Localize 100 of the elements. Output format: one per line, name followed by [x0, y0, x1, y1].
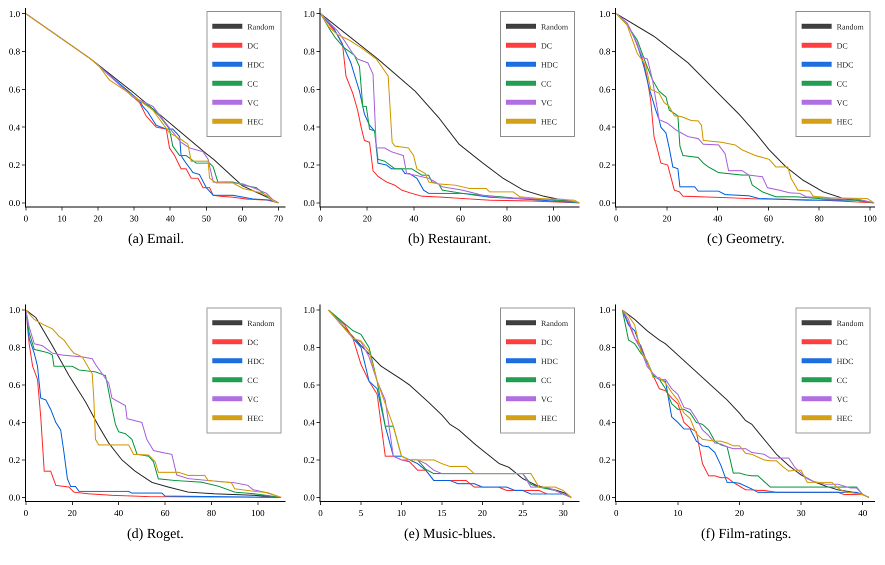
x-tick-label: 0	[24, 508, 29, 518]
legend-label: VC	[247, 98, 258, 108]
legend-label: CC	[247, 79, 258, 88]
legend-label: HEC	[540, 414, 557, 423]
x-tick-label: 60	[238, 213, 248, 224]
legend-label: HEC	[836, 414, 853, 423]
y-tick-label: 0.2	[8, 455, 20, 466]
x-tick-label: 15	[437, 508, 447, 518]
y-tick-label: 0.2	[304, 455, 315, 466]
line-series	[328, 310, 572, 498]
y-tick-label: 0.4	[8, 418, 21, 428]
legend-label: VC	[540, 98, 552, 108]
y-tick-label: 0.8	[8, 342, 21, 353]
y-tick-label: 0.6	[599, 84, 611, 94]
legend-label: DC	[836, 41, 848, 50]
x-tick-label: 40	[166, 213, 176, 224]
y-tick-label: 0.0	[599, 492, 611, 503]
y-tick-label: 0.8	[304, 46, 316, 57]
y-tick-label: 0.2	[304, 160, 315, 170]
x-tick-label: 100	[251, 508, 266, 518]
text: (e) Music-blues.	[404, 527, 496, 542]
y-tick-label: 0.8	[599, 46, 611, 57]
y-tick-label: 0.2	[599, 160, 610, 170]
legend-label: CC	[836, 79, 848, 88]
x-tick-label: 40	[713, 213, 723, 224]
y-tick-label: 1.0	[304, 305, 316, 316]
x-tick-label: 20	[362, 213, 372, 224]
legend-label: DC	[247, 338, 258, 347]
x-tick-label: 40	[409, 213, 419, 224]
line-series	[320, 13, 580, 204]
legend-label: HEC	[540, 117, 557, 126]
y-tick-label: 0.6	[8, 84, 21, 94]
y-tick-label: 1.0	[304, 8, 316, 19]
legend-label: VC	[836, 98, 848, 108]
legend-label: Random	[247, 22, 276, 32]
legend-label: Random	[247, 318, 276, 328]
legend-label: HEC	[247, 117, 264, 126]
legend-label: Random	[540, 22, 569, 32]
x-tick-label: 60	[764, 213, 774, 224]
x-tick-label: 80	[206, 508, 216, 518]
line-series	[616, 13, 875, 204]
x-tick-label: 30	[558, 508, 568, 518]
x-tick-label: 0	[614, 213, 619, 224]
x-tick-label: 50	[202, 213, 212, 224]
legend-label: Random	[540, 318, 569, 328]
text: (c) Geometry.	[707, 232, 785, 247]
x-tick-label: 80	[502, 213, 512, 224]
y-tick-label: 1.0	[8, 305, 21, 316]
y-tick-label: 0.4	[304, 418, 316, 428]
y-tick-label: 0.4	[304, 122, 316, 132]
x-tick-label: 70	[274, 213, 284, 224]
text: (f) Film-ratings.	[701, 527, 792, 542]
y-tick-label: 0.0	[304, 198, 316, 208]
x-tick-label: 20	[68, 508, 78, 518]
y-tick-label: 0.8	[599, 342, 611, 353]
legend-label: DC	[247, 41, 258, 50]
x-tick-label: 5	[358, 508, 364, 518]
x-tick-label: 0	[24, 213, 29, 224]
y-tick-label: 0.2	[8, 160, 20, 170]
y-tick-label: 0.6	[304, 380, 316, 390]
legend-label: HDC	[247, 60, 264, 70]
legend-label: DC	[540, 338, 552, 347]
x-tick-label: 60	[160, 508, 170, 518]
legend-label: VC	[540, 394, 552, 404]
y-tick-label: 1.0	[8, 8, 21, 19]
line-series	[622, 310, 870, 498]
legend-label: HDC	[540, 60, 558, 70]
legend-label: Random	[836, 318, 865, 328]
legend-label: HEC	[247, 414, 264, 423]
y-tick-label: 0.0	[8, 198, 21, 208]
legend-label: HDC	[247, 356, 264, 366]
legend-label: VC	[247, 394, 258, 404]
x-tick-label: 60	[456, 213, 466, 224]
legend-label: HDC	[540, 356, 558, 366]
legend-label: DC	[836, 338, 848, 347]
y-tick-label: 0.6	[8, 380, 21, 390]
line-series	[26, 310, 282, 498]
y-tick-label: 0.8	[304, 342, 316, 353]
y-tick-label: 0.4	[8, 122, 21, 132]
y-tick-label: 0.6	[304, 84, 316, 94]
text: (d) Roget.	[127, 527, 184, 542]
text: (a) Email.	[128, 232, 184, 247]
legend-label: CC	[540, 376, 552, 385]
y-tick-label: 0.8	[8, 46, 21, 57]
x-tick-label: 20	[478, 508, 488, 518]
x-tick-label: 0	[318, 213, 324, 224]
x-tick-label: 40	[858, 508, 868, 518]
x-tick-label: 0	[614, 508, 619, 518]
x-tick-label: 30	[796, 508, 806, 518]
x-tick-label: 40	[114, 508, 124, 518]
legend-label: Random	[836, 22, 865, 32]
x-tick-label: 30	[130, 213, 140, 224]
legend-label: VC	[836, 394, 848, 404]
x-tick-label: 0	[318, 508, 324, 518]
x-tick-label: 80	[814, 213, 824, 224]
legend-label: HDC	[836, 60, 854, 70]
y-tick-label: 0.0	[304, 492, 316, 503]
x-tick-label: 100	[863, 213, 878, 224]
y-tick-label: 0.4	[599, 122, 611, 132]
x-tick-label: 10	[396, 508, 406, 518]
